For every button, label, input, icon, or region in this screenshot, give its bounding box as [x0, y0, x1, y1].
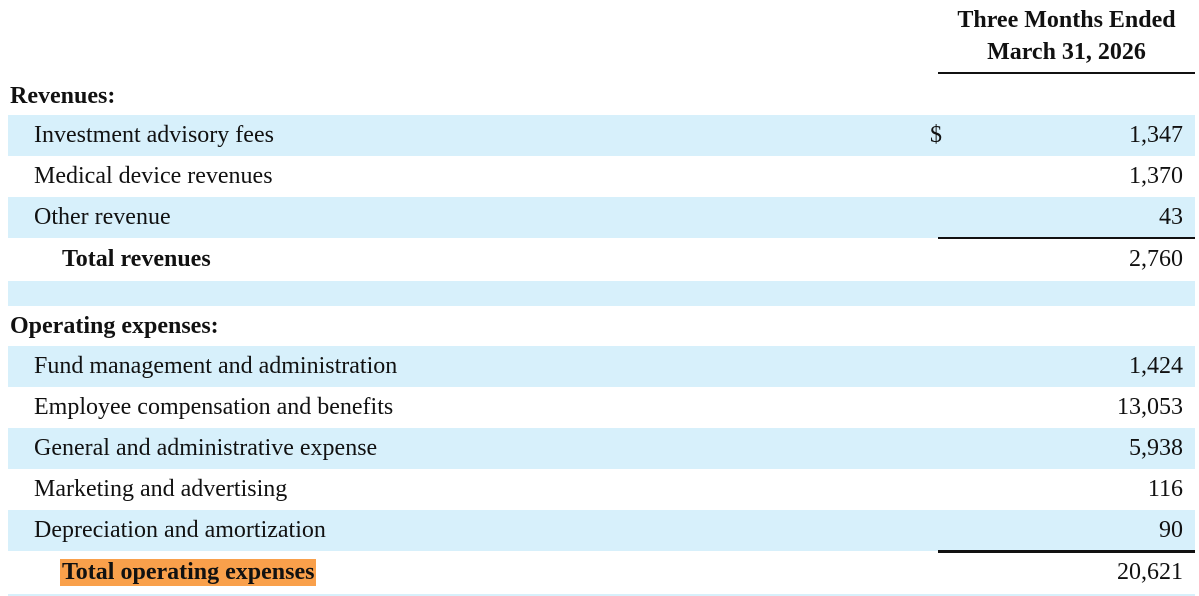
line-item-label: Other revenue — [34, 204, 171, 230]
line-item-value: 1,424 — [1129, 353, 1183, 379]
line-item-row: Employee compensation and benefits 13,053 — [8, 387, 1195, 428]
total-row: Total revenues 2,760 — [8, 238, 1195, 281]
line-item-value: 90 — [1159, 517, 1183, 543]
line-item-row: Fund management and administration 1,424 — [8, 346, 1195, 387]
line-item-label: Investment advisory fees — [34, 122, 274, 148]
spacer-row — [8, 281, 1195, 306]
total-row: Total operating expenses 20,621 — [8, 551, 1195, 594]
line-item-label: General and administrative expense — [34, 435, 378, 461]
line-item-row: Depreciation and amortization 90 — [8, 510, 1195, 551]
line-item-value: 43 — [1159, 204, 1183, 230]
total-label: Total operating expenses — [60, 559, 317, 586]
header-rule — [938, 72, 1195, 74]
total-label-cell: Total operating expenses — [60, 551, 317, 594]
line-item-value: 5,938 — [1129, 435, 1183, 461]
line-item-value: 116 — [1147, 476, 1183, 502]
line-item-row: Other revenue 43 — [8, 197, 1195, 238]
line-item-row: Investment advisory fees $1,347 — [8, 115, 1195, 156]
line-item-value: 1,370 — [1129, 163, 1183, 189]
total-rule — [938, 237, 1195, 239]
line-item-label: Depreciation and amortization — [34, 517, 326, 543]
line-item-label: Fund management and administration — [34, 353, 398, 379]
column-header: Three Months Ended March 31, 2026 — [938, 4, 1195, 68]
section-title: Operating expenses: — [10, 312, 219, 339]
total-value: 20,621 — [1117, 559, 1183, 585]
line-item-value: 13,053 — [1117, 394, 1183, 420]
line-item-row: Medical device revenues 1,370 — [8, 156, 1195, 197]
section-row: Operating expenses: — [8, 306, 1195, 346]
column-title-line: Three Months Ended — [957, 7, 1176, 33]
total-label-cell: Total revenues — [60, 238, 213, 281]
total-rule — [938, 550, 1195, 553]
column-title-line: March 31, 2026 — [987, 39, 1146, 65]
line-item-value: 1,347 — [1129, 122, 1183, 148]
line-item-label: Employee compensation and benefits — [34, 394, 394, 420]
line-item-label: Medical device revenues — [34, 163, 273, 189]
currency-symbol: $ — [930, 122, 942, 148]
section-title: Revenues: — [10, 83, 116, 109]
line-item-label: Marketing and advertising — [34, 476, 288, 502]
line-item-row: General and administrative expense 5,938 — [8, 428, 1195, 469]
total-value: 2,760 — [1129, 246, 1183, 272]
line-item-row: Marketing and advertising 116 — [8, 469, 1195, 510]
total-label: Total revenues — [62, 246, 211, 272]
section-row: Revenues: — [8, 78, 1195, 115]
